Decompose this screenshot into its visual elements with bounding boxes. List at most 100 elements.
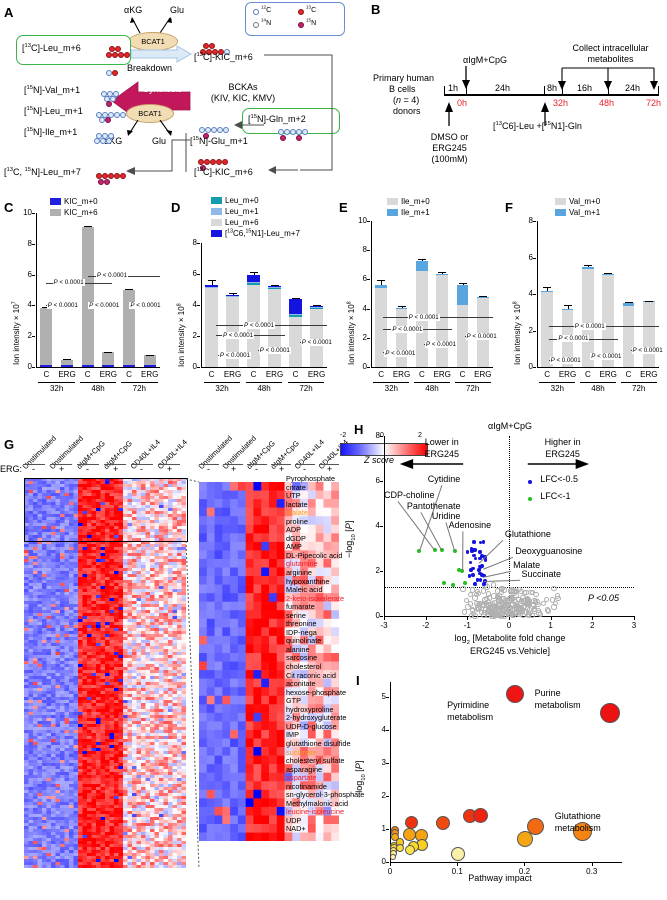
h-point-blue-33: [473, 582, 477, 587]
group-label-E-0: 32h: [384, 384, 398, 393]
erg-sign-zoom-4: -: [303, 464, 306, 474]
h-point-blue-13: [468, 560, 473, 565]
h-point-ns-44: [541, 600, 547, 607]
pvalue-label-D-3: P < 0.0001: [222, 332, 255, 340]
legend-14n-label: 14N: [261, 17, 272, 27]
group-line-C-0: [38, 382, 75, 383]
node-ile-m1-label: [15N]-Ile_m+1: [24, 127, 78, 137]
y-tick-F-4: [533, 294, 536, 295]
errorcap-F-3: [604, 272, 613, 274]
bar-seg-Ile_m+1: [395, 307, 408, 309]
panel-i-xlabel: Pathway impact: [468, 873, 532, 883]
bar-seg-Leu_m+0: [205, 287, 218, 289]
erg-sign-zoom-3: +: [279, 464, 285, 474]
bar-seg-Leu_m+0: [247, 283, 260, 285]
x-ticklabel-F-4: C: [625, 370, 632, 379]
y-ticklabel-F-2: 2: [528, 325, 533, 335]
h-point-ns-139: [551, 585, 557, 592]
h-point-ns-173: [475, 590, 482, 597]
heatmap-row-label-33: cholesteryl sulfate: [286, 756, 345, 766]
x-ticklabel-F-2: C: [584, 370, 591, 379]
panel-a-connectors: [158, 54, 333, 172]
errorcap-F-1: [563, 304, 572, 306]
bar-D-1: [226, 295, 239, 367]
h-point-blue-23: [478, 550, 482, 554]
bar-seg-[13C6,15N1]-Leu_m+7: [226, 295, 239, 296]
pathway-bubble-4: [517, 831, 534, 848]
h-point-ns-226: [505, 602, 512, 609]
y-tick-C-10: [32, 213, 35, 214]
pathway-bubble-8: [404, 816, 418, 830]
h-annotation-2: Pantothenate: [406, 501, 461, 511]
h-ytick-2: [380, 571, 383, 572]
y-tick-C-4: [32, 305, 35, 307]
heatmap-row-label-30: IMP: [286, 730, 299, 740]
bar-seg-Val_m+1: [622, 302, 635, 306]
x-ticklabel-D-3: ERG: [265, 370, 284, 379]
i-xtick-0: [390, 862, 391, 866]
h-annotation-0: Cytidine: [427, 474, 461, 484]
pathway-bubble-7: [435, 816, 450, 831]
x-ticklabel-C-3: ERG: [99, 370, 117, 379]
h-point-blue-15: [481, 540, 486, 544]
pathway-bubble-1: [506, 684, 525, 703]
h-point-ns-195: [544, 607, 551, 613]
pathway-bubble-3: [527, 818, 545, 836]
h-annotation-7: Malate: [513, 559, 541, 570]
y-ticklabel-F-4: 4: [528, 289, 533, 298]
y-ticklabel-F-8: 8: [528, 216, 533, 225]
interval-24h-b: 24h: [625, 83, 641, 93]
group-label-F-2: 72h: [631, 384, 646, 393]
i-xticklabel-0.3: 0.3: [586, 867, 598, 876]
group-label-C-0: 32h: [49, 384, 64, 393]
h-point-ns-198: [499, 606, 505, 612]
bar-seg-Leu_m+0: [310, 307, 323, 309]
bar-seg-Val_m+0: [642, 301, 655, 367]
bar-F-0: [541, 290, 554, 367]
heatmap-row-label-8: AMP: [286, 542, 302, 552]
atom-14n-icon: [253, 22, 259, 28]
bar-seg-KIC_m+0: [123, 364, 135, 367]
bar-seg-Val_m+1: [642, 301, 655, 302]
node-gln-m2-label: [15N]-Gln_m+2: [248, 114, 306, 124]
tick-0h: [444, 86, 446, 95]
bar-C-3: [102, 352, 115, 367]
node-val-m1-label: [15N]-Val_m+1: [24, 85, 81, 95]
legend-kic-m6: KIC_m+6: [50, 208, 98, 217]
i-xticklabel-0.2: 0.2: [518, 867, 531, 876]
bar-seg-Ile_m+1: [375, 285, 388, 289]
interval-24h-a: 24h: [495, 83, 511, 93]
legend-leu-m6: Leu_m+6: [211, 218, 259, 227]
y-ticklabel-C-0: 0: [27, 362, 32, 371]
errorcap-D-4: [291, 297, 300, 299]
h-point-ns-221: [526, 607, 533, 613]
group-line-E-0: [373, 382, 410, 383]
pvalue-label-E-4: P < 0.0001: [407, 314, 440, 322]
h-xticklabel-0: 0: [506, 621, 512, 630]
panel-b-label: B: [371, 2, 381, 17]
h-point-ns-145: [553, 600, 559, 606]
heatmap-row-label-19: quinolinate: [286, 636, 322, 646]
y-axis-D: [201, 243, 202, 368]
h-point-blue-32: [482, 581, 486, 586]
heatmap-highlight-box: [24, 478, 188, 542]
h-point-ns-126: [516, 586, 523, 593]
panel-h-label: H: [354, 422, 364, 437]
i-ytick-1: [386, 828, 389, 830]
bar-seg-Val_m+1: [541, 290, 554, 292]
bar-seg-Val_m+0: [602, 274, 615, 367]
pvalue-label-D-4: P < 0.0001: [243, 322, 276, 330]
errorcap-E-1: [397, 305, 406, 307]
h-point-ns-208: [468, 612, 474, 619]
timeline-axis: [444, 94, 659, 96]
h-point-blue-28: [477, 568, 481, 572]
i-ytick-4: [386, 729, 389, 731]
bar-seg-Ile_m+0: [476, 298, 489, 367]
pathway-bubble-6: [472, 808, 488, 824]
errorcap-E-3: [438, 271, 447, 273]
h-point-ns-98: [485, 591, 492, 597]
legend-12c-label: 12C: [261, 4, 272, 14]
heatmap-row-label-2: UTP: [286, 491, 301, 501]
node-leu-m1-label: [15N]-Leu_m+1: [24, 106, 83, 116]
h-yticklabel-2: 2: [375, 566, 380, 575]
